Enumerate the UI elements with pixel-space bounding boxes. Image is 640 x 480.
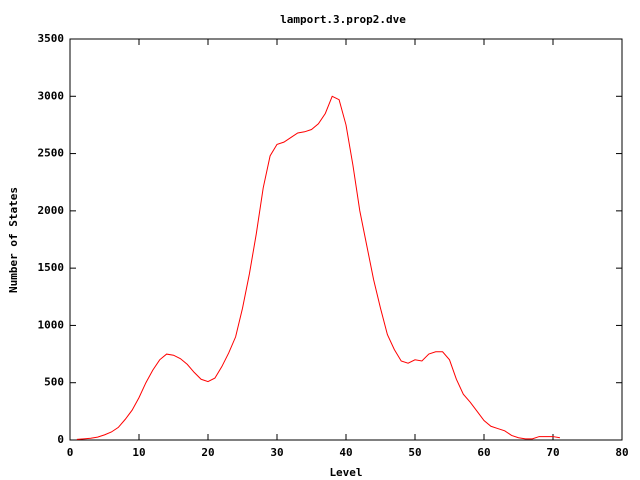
x-tick-label: 0 bbox=[67, 446, 74, 459]
y-tick-label: 500 bbox=[44, 376, 64, 389]
x-tick-label: 40 bbox=[339, 446, 352, 459]
line-series bbox=[76, 95, 560, 440]
y-axis-label: Number of States bbox=[7, 187, 20, 293]
x-tick-label: 50 bbox=[408, 446, 421, 459]
y-tick-label: 0 bbox=[57, 433, 64, 446]
y-tick-label: 2500 bbox=[38, 147, 65, 160]
y-tick-label: 3500 bbox=[38, 32, 65, 45]
y-tick-label: 1000 bbox=[38, 318, 65, 331]
y-tick-label: 3000 bbox=[38, 89, 65, 102]
x-axis-label: Level bbox=[329, 466, 362, 479]
y-tick-label: 2000 bbox=[38, 204, 65, 217]
chart-title: lamport.3.prop2.dve bbox=[280, 13, 406, 26]
x-tick-label: 80 bbox=[615, 446, 628, 459]
x-tick-label: 70 bbox=[546, 446, 559, 459]
x-tick-label: 60 bbox=[477, 446, 490, 459]
x-tick-label: 30 bbox=[270, 446, 283, 459]
x-tick-label: 20 bbox=[201, 446, 214, 459]
y-tick-label: 1500 bbox=[38, 261, 65, 274]
x-tick-label: 10 bbox=[132, 446, 145, 459]
